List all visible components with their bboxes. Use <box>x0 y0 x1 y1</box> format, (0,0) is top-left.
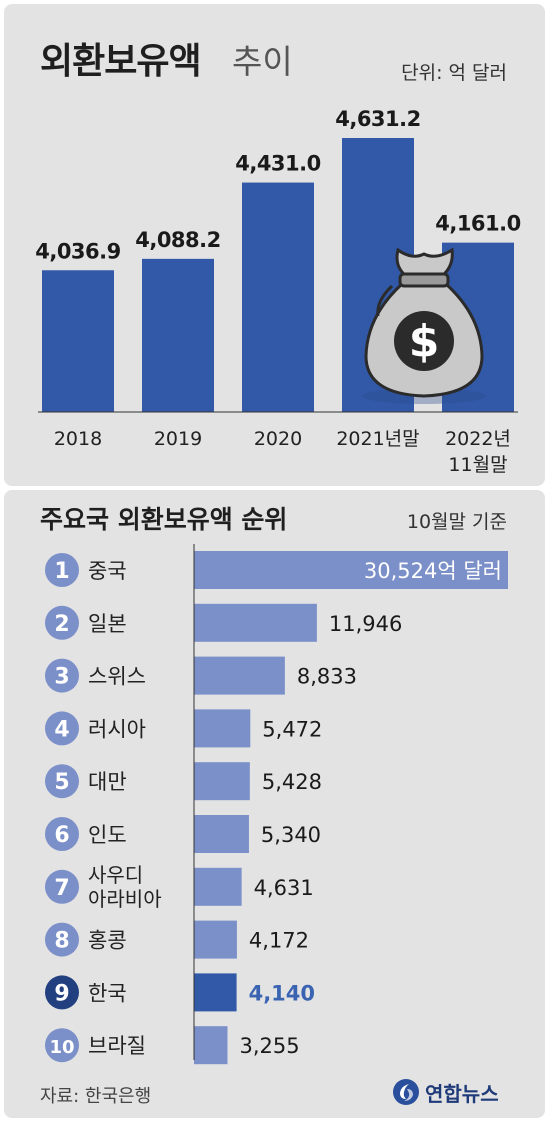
dollar-symbol: $ <box>409 316 440 367</box>
year-tick-label: 2022년 <box>445 428 511 450</box>
rank-badge <box>45 1028 79 1063</box>
rank-badge <box>45 764 79 799</box>
ranking-bar <box>194 920 237 959</box>
bag-top <box>395 247 454 278</box>
value-label: 4,140 <box>249 981 315 1005</box>
country-label: 러시아 <box>88 717 146 741</box>
country-label: 스위스 <box>88 665 146 689</box>
value-label: 30,524억 달러 <box>364 559 502 583</box>
bag-tie <box>398 272 450 288</box>
yonhap-logo-icon <box>393 1079 419 1105</box>
ranking-panel <box>4 490 545 1118</box>
year-tick-label: 11월말 <box>448 454 507 476</box>
value-label: 4,172 <box>249 929 309 953</box>
bag-string <box>376 284 394 317</box>
value-label: 5,428 <box>262 770 322 794</box>
rank-number: 7 <box>54 876 69 901</box>
year-tick-label: 2018 <box>54 428 102 450</box>
source-label: 자료: 한국은행 <box>40 1086 152 1107</box>
rank-number: 5 <box>54 770 69 795</box>
ranking-bar <box>194 709 251 748</box>
year-tick-label: 2019 <box>154 428 202 450</box>
ranking-bar <box>194 656 285 695</box>
rank-number: 9 <box>54 981 69 1006</box>
rank-badge <box>45 553 79 587</box>
rank-number: 1 <box>54 559 69 584</box>
rank-badge <box>45 711 79 746</box>
country-label: 한국 <box>88 981 127 1005</box>
rank-number: 3 <box>54 665 69 690</box>
coin-circle <box>394 311 454 371</box>
unit-label: 단위: 억 달러 <box>401 62 507 84</box>
value-label: 11,946 <box>329 612 402 636</box>
country-label: 중국 <box>88 559 127 583</box>
trend-bar <box>42 270 114 412</box>
country-label: 아라비아 <box>88 887 162 911</box>
rank-number: 10 <box>49 1037 74 1058</box>
value-label: 4,088.2 <box>135 228 221 252</box>
value-label: 5,340 <box>261 823 321 847</box>
rank-badge <box>45 817 79 851</box>
value-label: 4,036.9 <box>35 239 121 263</box>
ranking-bar <box>194 551 508 589</box>
ranking-bar <box>194 973 237 1012</box>
country-label: 브라질 <box>88 1034 146 1058</box>
value-label: 4,431.0 <box>235 152 321 176</box>
ranking-title: 주요국 외환보유액 순위 <box>40 505 288 534</box>
brand-name: 연합뉴스 <box>425 1081 499 1106</box>
page-subtitle: 추이 <box>232 42 293 81</box>
rank-number: 6 <box>54 823 69 848</box>
value-label: 3,255 <box>239 1034 299 1058</box>
ranking-bar <box>194 762 250 801</box>
trend-bar <box>142 258 214 412</box>
trend-bar <box>242 182 314 412</box>
ranking-bar <box>194 815 249 853</box>
rank-badge <box>45 658 79 693</box>
country-label: 홍콩 <box>88 929 127 953</box>
country-label: 사우디 <box>88 863 143 887</box>
year-tick-label: 2021년말 <box>336 428 419 450</box>
rank-badge <box>45 605 79 640</box>
reserve-trend-chart: 4,036.9 2018 4,088.2 2019 4,431.0 2020 4,631.2… <box>35 107 521 476</box>
year-tick-label: 2020 <box>254 428 302 450</box>
rank-number: 8 <box>54 929 69 954</box>
rank-badge <box>45 869 79 904</box>
value-label: 4,631.2 <box>335 107 421 131</box>
value-label: 5,472 <box>262 717 322 741</box>
country-label: 대만 <box>88 770 127 794</box>
brand: 연합뉴스 <box>391 1072 499 1112</box>
ranking-basis: 10월말 기준 <box>406 511 507 533</box>
ranking-bar <box>194 1026 228 1065</box>
page-title: 외환보유액 <box>40 41 202 82</box>
ranking-bar <box>194 867 242 906</box>
value-label: 4,631 <box>254 876 314 900</box>
rank-number: 4 <box>54 717 69 742</box>
rank-badge <box>45 922 79 957</box>
country-label: 일본 <box>88 612 127 636</box>
rank-badge <box>45 975 79 1010</box>
value-label: 4,161.0 <box>435 212 521 236</box>
rank-number: 2 <box>54 612 69 637</box>
value-label: 8,833 <box>297 665 357 689</box>
ranking-bar <box>194 603 317 642</box>
country-label: 인도 <box>88 823 127 847</box>
money-bag-icon: $ <box>362 247 486 404</box>
